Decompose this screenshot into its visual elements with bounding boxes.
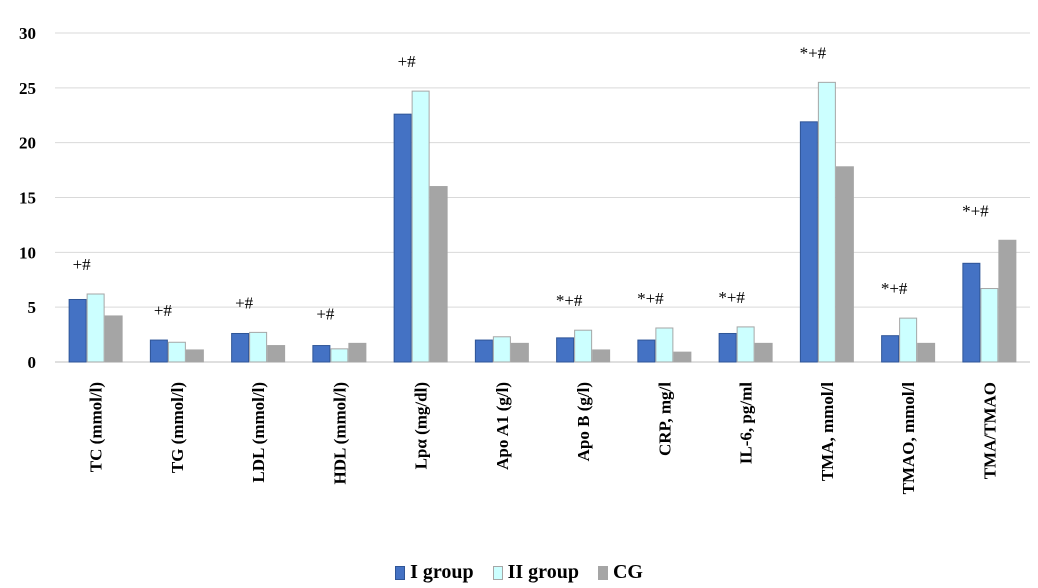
- bar-cg: [267, 345, 286, 363]
- bar-ii-group: [492, 336, 511, 363]
- bar-ii-group: [574, 329, 593, 363]
- significance-annotation: *+#: [962, 201, 989, 220]
- x-category-label: TC (mmol/l): [87, 382, 106, 472]
- y-tick-label: 20: [19, 134, 36, 153]
- bar-cg: [754, 342, 773, 363]
- significance-annotation: *+#: [881, 279, 908, 298]
- bar-ii-group: [980, 288, 999, 363]
- bar-i-group: [393, 113, 412, 363]
- y-tick-label: 25: [19, 79, 36, 98]
- legend-item-i-group: I group: [395, 561, 474, 584]
- x-category-label: TMAO, mmol/l: [899, 382, 918, 495]
- y-tick-label: 15: [19, 189, 36, 208]
- bar-i-group: [149, 339, 168, 363]
- bar-i-group: [637, 339, 656, 363]
- bar-i-group: [68, 298, 87, 363]
- legend-label-ii-group: II group: [507, 561, 579, 583]
- bar-cg: [510, 342, 529, 363]
- legend-swatch-cg: [597, 565, 608, 580]
- bar-i-group: [231, 332, 250, 363]
- x-category-label: TG (mmol/l): [168, 382, 187, 473]
- x-category-label: Lpα (mg/dl): [412, 382, 431, 469]
- bar-cg: [429, 186, 448, 363]
- legend-item-ii-group: II group: [492, 561, 579, 584]
- y-tick-label: 10: [19, 243, 36, 262]
- bar-ii-group: [330, 348, 349, 363]
- bar-i-group: [718, 332, 737, 363]
- y-tick-label: 0: [28, 353, 37, 372]
- gridlines: [55, 32, 1030, 363]
- significance-annotation: *+#: [556, 291, 583, 310]
- y-tick-label: 5: [28, 298, 37, 317]
- significance-annotation: +#: [235, 293, 254, 312]
- bar-ii-group: [899, 317, 918, 363]
- bars: [68, 81, 1017, 363]
- significance-annotation: +#: [398, 52, 417, 71]
- significance-annotation: *+#: [637, 289, 664, 308]
- bar-ii-group: [736, 326, 755, 363]
- significance-annotation: +#: [316, 304, 335, 323]
- bar-cg: [917, 342, 936, 363]
- legend-label-cg: CG: [612, 561, 643, 583]
- legend-item-cg: CG: [597, 561, 643, 584]
- bar-ii-group: [86, 293, 105, 363]
- bar-ii-group: [655, 327, 674, 363]
- bar-cg: [998, 239, 1017, 363]
- significance-annotations: +# +# +# +# +# *+# *+# *+# *+# *+# *+#: [73, 43, 990, 323]
- bar-i-group: [312, 345, 331, 363]
- x-category-label: LDL (mmol/l): [249, 382, 268, 483]
- bar-ii-group: [249, 331, 268, 363]
- x-category-label: Apo B (g/l): [574, 382, 593, 461]
- legend-swatch-i-group: [395, 565, 406, 580]
- bar-cg: [835, 166, 854, 363]
- bar-i-group: [962, 262, 981, 363]
- legend-label-i-group: I group: [410, 561, 474, 583]
- legend: I group II group CG: [0, 561, 1038, 586]
- x-category-label: TMA/TMAO: [980, 382, 999, 479]
- x-category-label: TMA, mmol/l: [818, 382, 837, 481]
- significance-annotation: *+#: [718, 288, 745, 307]
- x-category-label: Apo A1 (g/l): [493, 382, 512, 470]
- x-category-label: IL-6, pg/ml: [737, 382, 756, 464]
- bar-cg: [592, 349, 611, 363]
- bar-i-group: [881, 335, 900, 363]
- y-tick-label: 30: [19, 24, 36, 43]
- bar-ii-group: [167, 341, 186, 363]
- significance-annotation: +#: [154, 301, 173, 320]
- bar-i-group: [556, 337, 575, 363]
- bar-i-group: [799, 121, 818, 363]
- legend-swatch-ii-group: [492, 565, 503, 580]
- bar-cg: [185, 349, 204, 363]
- bar-cg: [673, 351, 692, 363]
- bar-cg: [104, 315, 123, 363]
- bar-ii-group: [817, 81, 836, 363]
- significance-annotation: +#: [73, 255, 92, 274]
- significance-annotation: *+#: [800, 43, 827, 62]
- x-category-label: HDL (mmol/l): [330, 382, 349, 484]
- bar-cg: [348, 342, 367, 363]
- bar-i-group: [474, 339, 493, 363]
- x-category-label: CRP, mg/l: [655, 382, 674, 456]
- bar-ii-group: [411, 90, 430, 363]
- y-axis-ticks: 0 5 10 15 20 25 30: [19, 24, 36, 372]
- x-axis-labels: TC (mmol/l) TG (mmol/l) LDL (mmol/l) HDL (m…: [87, 382, 1000, 495]
